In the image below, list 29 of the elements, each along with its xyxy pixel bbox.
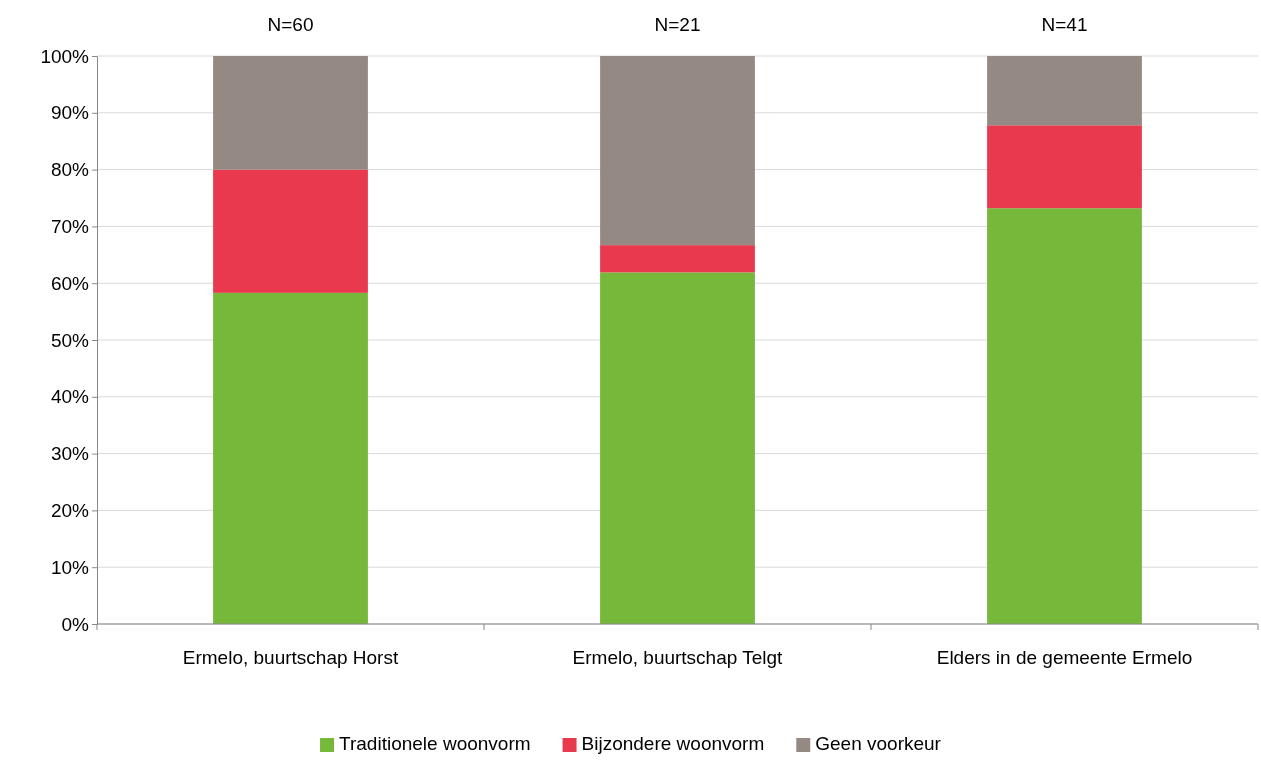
y-tick-label: 100%	[40, 45, 90, 67]
bar	[600, 56, 755, 246]
x-tick-label: Ermelo, buurtschap Horst	[182, 647, 399, 668]
legend-label: Traditionele woonvorm	[339, 733, 531, 754]
y-tick-label: 40%	[50, 386, 90, 408]
y-tick-label: 20%	[50, 499, 90, 521]
y-tick-label: 30%	[50, 443, 90, 465]
bar	[600, 272, 755, 624]
y-tick-label: 90%	[50, 102, 90, 124]
bar	[213, 292, 368, 624]
bar	[600, 245, 755, 273]
x-tick-label: Ermelo, buurtschap Telgt	[572, 647, 784, 668]
annotation: N=21	[654, 14, 701, 35]
y-tick-label: 0%	[61, 613, 90, 635]
bar	[987, 125, 1142, 209]
legend-label: Bijzondere woonvorm	[581, 733, 765, 754]
y-tick-label: 60%	[50, 272, 90, 294]
legend-label: Geen voorkeur	[815, 733, 942, 754]
y-tick-label: 50%	[50, 329, 90, 351]
y-tick-label: 80%	[50, 159, 90, 181]
bar	[987, 56, 1142, 126]
y-tick-label: 70%	[50, 215, 90, 237]
annotation: N=60	[267, 14, 314, 35]
y-tick-label: 10%	[50, 556, 90, 578]
bar	[987, 208, 1142, 624]
x-tick-label: Elders in de gemeente Ermelo	[936, 647, 1193, 668]
bar	[213, 56, 368, 170]
annotation: N=41	[1041, 14, 1088, 35]
bar	[213, 169, 368, 293]
